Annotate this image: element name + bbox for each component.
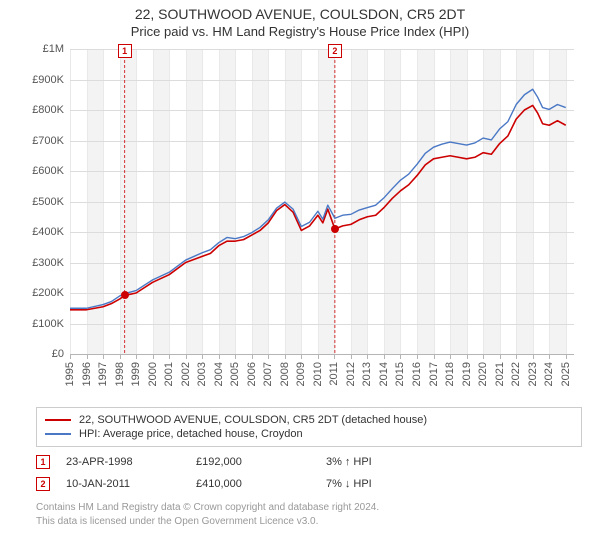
xtick-label: 2023 <box>527 362 539 386</box>
xtick-label: 2008 <box>279 362 291 386</box>
sale-arrow-icon: ↓ <box>345 478 351 490</box>
sale-date: 23-APR-1998 <box>66 456 196 468</box>
sale-delta: 3% <box>326 456 342 468</box>
xtick-label: 2013 <box>361 362 373 386</box>
xtick-label: 2016 <box>411 362 423 386</box>
marker-box-2: 2 <box>328 44 342 58</box>
footer-attribution: Contains HM Land Registry data © Crown c… <box>36 501 564 528</box>
marker-dot-2 <box>331 225 339 233</box>
sale-row-2: 2 10-JAN-2011£410,0007%↓HPI <box>36 477 564 491</box>
legend: 22, SOUTHWOOD AVENUE, COULSDON, CR5 2DT … <box>36 407 582 447</box>
xtick-label: 2017 <box>428 362 440 386</box>
sale-suffix: HPI <box>353 456 371 468</box>
legend-item-hpi: HPI: Average price, detached house, Croy… <box>45 428 573 440</box>
xtick-label: 2019 <box>461 362 473 386</box>
sale-delta: 7% <box>326 478 342 490</box>
xtick-label: 2020 <box>477 362 489 386</box>
xtick-label: 2025 <box>560 362 572 386</box>
sale-marker-1: 1 <box>36 455 50 469</box>
xtick-label: 2021 <box>494 362 506 386</box>
sale-price: £410,000 <box>196 478 326 490</box>
xtick-label: 2014 <box>378 362 390 386</box>
sale-arrow-icon: ↑ <box>345 456 351 468</box>
legend-label-property: 22, SOUTHWOOD AVENUE, COULSDON, CR5 2DT … <box>79 414 427 426</box>
series-line-property <box>70 105 566 309</box>
chart-svg <box>20 49 574 354</box>
legend-label-hpi: HPI: Average price, detached house, Croy… <box>79 428 303 440</box>
xtick-label: 2015 <box>394 362 406 386</box>
xtick-label: 2000 <box>147 362 159 386</box>
marker-box-1: 1 <box>118 44 132 58</box>
sale-suffix: HPI <box>353 478 371 490</box>
xtick-label: 2011 <box>328 362 340 386</box>
footer-line1: Contains HM Land Registry data © Crown c… <box>36 501 564 515</box>
xtick-label: 2022 <box>510 362 522 386</box>
price-chart: 1995 1996 1997 1998 1999 2000 2001 2002 2003 2004… <box>20 49 580 399</box>
xtick-label: 2009 <box>295 362 307 386</box>
sale-price: £192,000 <box>196 456 326 468</box>
legend-swatch-hpi <box>45 433 71 435</box>
xtick-label: 2005 <box>229 362 241 386</box>
sale-marker-2: 2 <box>36 477 50 491</box>
xtick-label: 2010 <box>312 362 324 386</box>
xtick-label: 2012 <box>345 362 357 386</box>
xtick-label: 2007 <box>262 362 274 386</box>
xtick-label: 1998 <box>114 362 126 386</box>
legend-item-property: 22, SOUTHWOOD AVENUE, COULSDON, CR5 2DT … <box>45 414 573 426</box>
xtick-label: 2002 <box>180 362 192 386</box>
series-line-hpi <box>70 89 566 308</box>
xtick-label: 2003 <box>196 362 208 386</box>
xtick-label: 1999 <box>130 362 142 386</box>
xtick-label: 2001 <box>163 362 175 386</box>
xtick-label: 2024 <box>543 362 555 386</box>
xtick-label: 1995 <box>64 362 76 386</box>
sale-row-1: 1 23-APR-1998£192,0003%↑HPI <box>36 455 564 469</box>
legend-swatch-property <box>45 419 71 421</box>
chart-title-block: 22, SOUTHWOOD AVENUE, COULSDON, CR5 2DT … <box>0 0 600 39</box>
xtick-label: 1997 <box>97 362 109 386</box>
sales-list: 1 23-APR-1998£192,0003%↑HPI 2 10-JAN-2011£4… <box>0 455 600 491</box>
xtick-label: 2006 <box>246 362 258 386</box>
title-subtitle: Price paid vs. HM Land Registry's House … <box>0 24 600 39</box>
footer-line2: This data is licensed under the Open Gov… <box>36 515 564 529</box>
xtick-label: 2004 <box>213 362 225 386</box>
title-address: 22, SOUTHWOOD AVENUE, COULSDON, CR5 2DT <box>0 6 600 22</box>
xtick-label: 2018 <box>444 362 456 386</box>
sale-date: 10-JAN-2011 <box>66 478 196 490</box>
xtick-label: 1996 <box>81 362 93 386</box>
